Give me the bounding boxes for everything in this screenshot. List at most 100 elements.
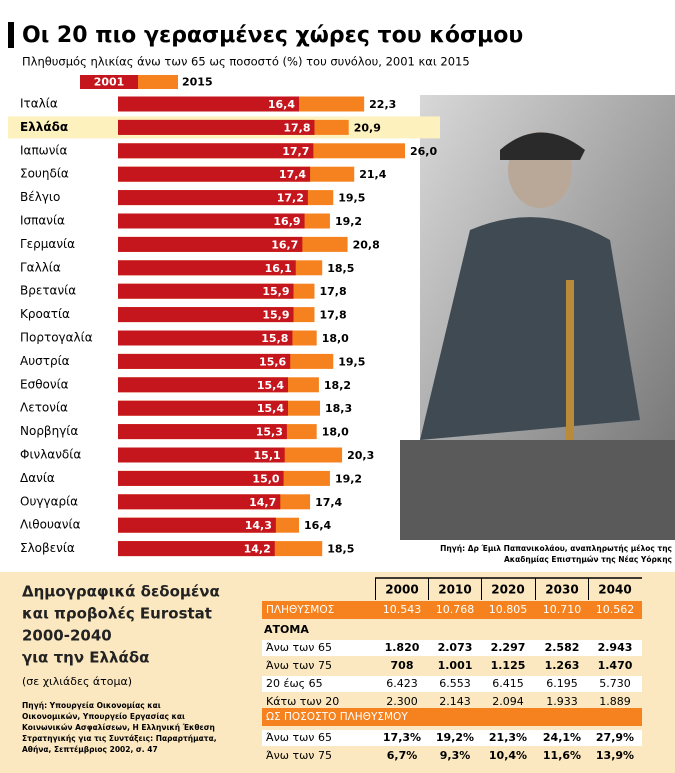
category-label: Εσθονία	[20, 377, 69, 391]
value-label: 20,3	[347, 449, 374, 462]
value-label: 16,4	[304, 519, 331, 532]
value-label: 18,3	[325, 402, 352, 415]
table-cell: 1.125	[491, 659, 526, 672]
category-label: Ουγγαρία	[20, 494, 78, 508]
column-header: 2000	[385, 583, 418, 597]
table-cell: 10.543	[383, 603, 422, 616]
value-label: 20,8	[353, 238, 380, 251]
table-source: Αθήνα, Σεπτέμβριος 2002, σ. 47	[22, 745, 158, 754]
category-label: Ελλάδα	[20, 120, 68, 134]
category-label: Γαλλία	[20, 260, 61, 274]
category-label: Ιαπωνία	[20, 143, 67, 157]
table-cell: 9,3%	[440, 749, 471, 762]
photo-bench	[400, 440, 675, 540]
value-label: 14,7	[249, 496, 276, 509]
title-marker	[8, 22, 14, 48]
value-label: 17,8	[319, 309, 346, 322]
table-cell: 1.889	[599, 695, 631, 708]
table-cell: 19,2%	[436, 731, 474, 744]
value-label: 16,9	[273, 215, 300, 228]
row-label: Άνω των 65	[266, 731, 332, 744]
band-label: ΠΛΗΘΥΣΜΟΣ	[266, 604, 334, 616]
value-label: 19,5	[338, 192, 365, 205]
photo-credit: Ακαδημίας Επιστημών της Νέας Υόρκης	[504, 555, 672, 564]
legend-label: 2001	[94, 76, 125, 89]
table-cell: 2.943	[598, 641, 633, 654]
value-label: 15,9	[262, 309, 289, 322]
table-cell: 1.470	[598, 659, 633, 672]
column-header: 2010	[438, 583, 471, 597]
photo-cane	[566, 280, 574, 440]
table-source: Κοινωνικών Ασφαλίσεων, Η Ελληνική Έκθεση	[22, 723, 215, 732]
value-label: 18,0	[322, 332, 349, 345]
value-label: 15,9	[262, 285, 289, 298]
value-label: 15,6	[259, 355, 286, 368]
photo	[400, 95, 675, 540]
column-header: 2040	[598, 583, 631, 597]
category-label: Βέλγιο	[20, 190, 60, 204]
category-label: Γερμανία	[20, 237, 75, 251]
table-cell: 27,9%	[596, 731, 634, 744]
category-label: Φινλανδία	[20, 448, 81, 462]
value-label: 17,8	[319, 285, 346, 298]
table-cell: 2.073	[438, 641, 473, 654]
value-label: 19,2	[335, 215, 362, 228]
value-label: 15,1	[254, 449, 281, 462]
table-cell: 1.820	[385, 641, 420, 654]
table-title: και προβολές Eurostat	[22, 605, 212, 623]
table-cell: 10.768	[436, 603, 475, 616]
table-cell: 5.730	[599, 677, 631, 690]
value-label: 18,2	[324, 379, 351, 392]
value-label: 16,4	[268, 98, 295, 111]
infographic: Οι 20 πιο γερασμένες χώρες του κόσμου Πλ…	[0, 0, 675, 773]
category-label: Λετονία	[20, 401, 68, 415]
legend-label: 2015	[182, 76, 213, 89]
category-label: Πορτογαλία	[20, 331, 93, 345]
table-cell: 17,3%	[383, 731, 421, 744]
table-cell: 10.562	[596, 603, 635, 616]
row-label: Άνω των 75	[266, 749, 332, 762]
table-cell: 13,9%	[596, 749, 634, 762]
table-cell: 21,3%	[489, 731, 527, 744]
category-label: Αυστρία	[20, 354, 70, 368]
category-label: Ιταλία	[20, 97, 58, 111]
value-label: 18,5	[327, 262, 354, 275]
value-label: 17,4	[315, 496, 342, 509]
chart-title: Οι 20 πιο γερασμένες χώρες του κόσμου	[22, 23, 523, 48]
table-unit: (σε χιλιάδες άτομα)	[22, 675, 132, 688]
table-title: για την Ελλάδα	[22, 649, 149, 667]
table-cell: 6.195	[546, 677, 578, 690]
value-label: 18,5	[327, 543, 354, 556]
value-label: 17,2	[277, 192, 304, 205]
section-heading: ΑΤΟΜΑ	[264, 623, 309, 636]
value-label: 17,7	[282, 145, 309, 158]
column-header: 2020	[491, 583, 524, 597]
category-label: Δανία	[20, 471, 55, 485]
value-label: 14,2	[244, 543, 271, 556]
row-label: Κάτω των 20	[266, 695, 339, 708]
table-cell: 10.710	[543, 603, 582, 616]
value-label: 22,3	[369, 98, 396, 111]
table-source: Στρατηγικής για τις Συντάξεις: Παραρτήμα…	[22, 734, 217, 743]
value-label: 17,4	[279, 168, 306, 181]
table-cell: 1.263	[545, 659, 580, 672]
value-label: 17,8	[283, 121, 310, 134]
value-label: 16,7	[271, 238, 298, 251]
table-cell: 6.415	[492, 677, 524, 690]
value-label: 14,3	[245, 519, 272, 532]
category-label: Σλοβενία	[20, 541, 75, 555]
category-label: Κροατία	[20, 307, 70, 321]
table-cell: 708	[391, 659, 414, 672]
table-cell: 1.001	[438, 659, 473, 672]
table-cell: 11,6%	[543, 749, 581, 762]
column-header: 2030	[545, 583, 578, 597]
category-label: Λιθουανία	[20, 518, 81, 532]
table-source: Οικονομικών, Υπουργείο Εργασίας και	[22, 712, 185, 721]
category-label: Βρετανία	[20, 284, 76, 298]
row-label: Άνω των 65	[266, 641, 332, 654]
subtitle: Πληθυσμός ηλικίας άνω των 65 ως ποσοστό …	[22, 55, 470, 69]
table-title: Δημογραφικά δεδομένα	[22, 583, 220, 601]
table-cell: 10.805	[489, 603, 528, 616]
value-label: 15,3	[256, 426, 283, 439]
value-label: 20,9	[354, 121, 381, 134]
